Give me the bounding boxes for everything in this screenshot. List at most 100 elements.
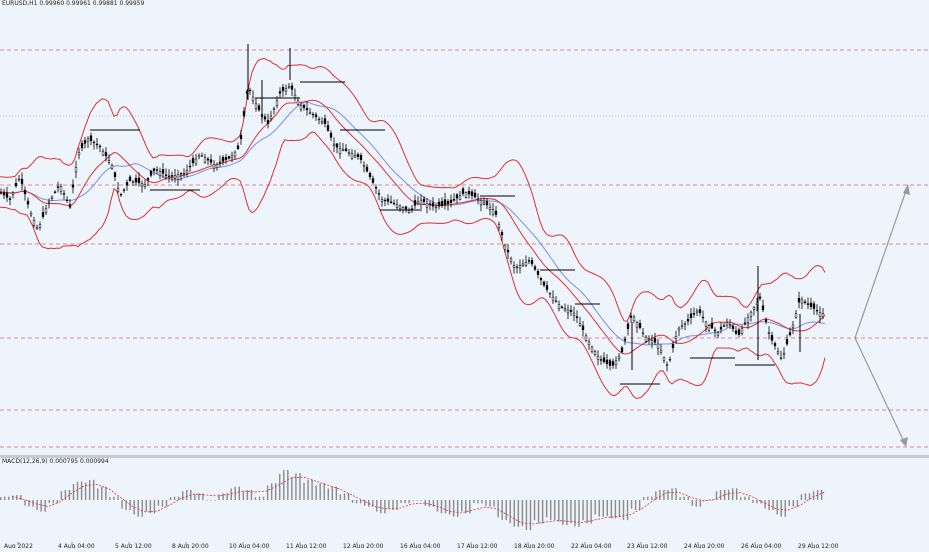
candle-body xyxy=(107,160,111,163)
candle-body xyxy=(812,303,816,309)
macd-histogram-bar xyxy=(808,493,811,500)
candle-body xyxy=(275,100,279,106)
candle-body xyxy=(776,351,780,354)
macd-histogram-bar xyxy=(396,500,398,511)
macd-histogram-bar xyxy=(68,489,71,500)
macd-histogram-bar xyxy=(214,500,216,501)
candle-body xyxy=(512,265,516,269)
candle-body xyxy=(464,192,468,198)
candle-body xyxy=(305,108,309,111)
candle-body xyxy=(377,193,381,195)
macd-histogram-bar xyxy=(287,469,289,500)
candle-body xyxy=(362,165,366,167)
candle-body xyxy=(407,210,411,213)
macd-histogram-bar xyxy=(380,500,382,514)
macd-histogram-bar xyxy=(28,500,30,507)
macd-histogram-bar xyxy=(558,500,560,522)
candle-body xyxy=(131,181,135,183)
candle-body xyxy=(689,313,693,319)
candle-body xyxy=(146,178,150,181)
macd-histogram-bar xyxy=(0,497,2,500)
candle-body xyxy=(740,328,744,334)
macd-histogram-bar xyxy=(242,491,245,500)
macd-histogram-bar xyxy=(428,500,431,507)
macd-histogram-bar xyxy=(461,500,463,512)
candle-body xyxy=(44,208,48,213)
macd-histogram-bar xyxy=(800,494,803,500)
candle-body xyxy=(0,192,3,194)
candle-body xyxy=(587,341,591,346)
candle-body xyxy=(743,322,747,324)
macd-histogram-bar xyxy=(291,476,293,500)
candle-body xyxy=(524,262,528,266)
candle-body xyxy=(284,88,288,92)
macd-histogram-bar xyxy=(610,500,613,519)
candle-body xyxy=(179,173,183,175)
time-axis-label: 11 Aug 12:00 xyxy=(286,543,327,548)
candle-body xyxy=(797,297,801,303)
macd-histogram-bar xyxy=(618,500,621,518)
candle-body xyxy=(110,165,114,169)
candle-body xyxy=(458,195,462,200)
macd-histogram-bar xyxy=(550,500,552,520)
candle-body xyxy=(80,142,84,149)
candle-body xyxy=(515,266,519,269)
macd-histogram-bar xyxy=(764,500,766,509)
time-axis-label: 4 Aug 04:00 xyxy=(58,543,95,548)
candle-body xyxy=(494,210,498,215)
candle-body xyxy=(230,155,234,159)
macd-histogram-bar xyxy=(630,500,633,509)
macd-histogram-bar xyxy=(258,496,261,500)
macd-histogram-bar xyxy=(529,500,532,531)
candle-body xyxy=(500,232,504,236)
candle-body xyxy=(152,168,156,171)
macd-histogram-bar xyxy=(335,486,338,500)
forecast-arrow-up-head xyxy=(903,184,910,195)
candle-body xyxy=(746,317,750,323)
candle-body xyxy=(134,177,138,183)
macd-histogram-bar xyxy=(812,491,815,500)
candle-body xyxy=(170,175,174,177)
macd-histogram-bar xyxy=(667,489,669,500)
macd-histogram-bar xyxy=(784,500,786,517)
candle-body xyxy=(41,212,45,217)
candle-body xyxy=(572,312,576,316)
candle-body xyxy=(158,171,162,177)
candle-body xyxy=(116,187,120,192)
candle-body xyxy=(497,224,501,228)
candle-body xyxy=(389,201,393,203)
candle-body xyxy=(344,148,348,151)
macd-histogram-bar xyxy=(109,497,111,500)
candle-body xyxy=(455,194,459,199)
macd-histogram-bar xyxy=(315,485,317,500)
candle-body xyxy=(212,164,216,169)
macd-histogram-bar xyxy=(594,500,596,515)
macd-histogram-bar xyxy=(226,493,228,500)
macd-histogram-bar xyxy=(436,500,439,512)
candle-body xyxy=(386,198,390,202)
candle-body xyxy=(614,360,618,365)
macd-histogram-bar xyxy=(20,494,22,500)
candle-body xyxy=(749,311,753,317)
candle-body xyxy=(530,260,534,265)
macd-histogram-bar xyxy=(780,500,782,517)
macd-histogram-bar xyxy=(222,493,224,500)
candle-body xyxy=(470,191,474,196)
macd-histogram-bar xyxy=(719,490,722,500)
candle-body xyxy=(329,132,333,138)
candle-body xyxy=(722,325,726,327)
candle-body xyxy=(251,96,255,102)
candle-body xyxy=(800,299,804,304)
time-axis-label: 22 Aug 04:00 xyxy=(571,543,612,548)
macd-histogram-bar xyxy=(776,500,778,515)
macd-histogram-bar xyxy=(663,489,665,500)
candle-body xyxy=(596,355,600,360)
candle-body xyxy=(215,164,219,168)
candle-body xyxy=(104,152,108,157)
candle-body xyxy=(761,305,765,311)
candle-body xyxy=(542,281,546,286)
candle-body xyxy=(125,182,129,186)
candle-body xyxy=(47,201,51,204)
macd-histogram-bar xyxy=(404,500,406,504)
macd-histogram-bar xyxy=(80,481,83,500)
